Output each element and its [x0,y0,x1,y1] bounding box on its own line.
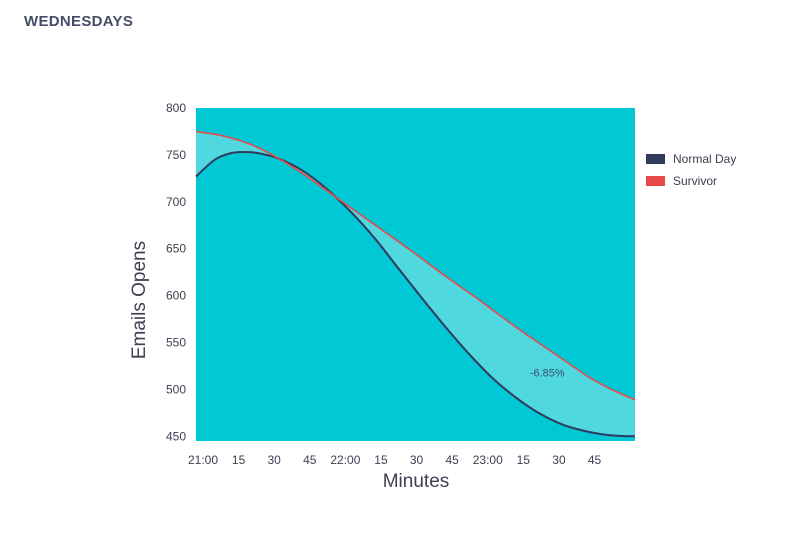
y-axis-ticks: 450 500 550 600 650 700 750 800 [166,101,186,443]
page-title: WEDNESDAYS [24,13,134,30]
y-tick-label: 550 [166,336,186,350]
x-tick-label: 30 [268,453,282,467]
x-tick-label: 30 [552,453,566,467]
legend-swatch [646,154,665,164]
difference-annotation: -6.85% [530,367,565,379]
series-line-normal-day [195,150,636,438]
x-tick-label: 22:00 [330,453,360,467]
x-tick-label: 23:00 [473,453,503,467]
x-tick-label: 45 [588,453,602,467]
difference-area [196,131,635,437]
x-axis-title: Minutes [383,471,450,492]
y-tick-label: 500 [166,382,186,396]
annotations: -6.85% [530,367,565,379]
legend-swatch [646,176,665,186]
x-tick-label: 45 [303,453,317,467]
x-tick-label: 45 [445,453,459,467]
x-tick-label: 30 [410,453,424,467]
legend-label: Survivor [673,174,717,188]
x-tick-label: 15 [232,453,246,467]
legend-label: Normal Day [673,152,736,166]
y-tick-label: 650 [166,242,186,256]
y-tick-label: 750 [166,148,186,162]
series-line-survivor [195,130,636,401]
x-tick-label: 21:00 [188,453,218,467]
y-tick-label: 800 [166,101,186,115]
x-tick-label: 15 [374,453,388,467]
x-tick-label: 15 [517,453,531,467]
x-axis-ticks: 21:00 15 30 45 22:00 15 30 45 23:00 15 30 45 [188,453,602,467]
y-axis-title: Emails Opens [129,241,150,359]
y-tick-label: 450 [166,429,186,443]
legend: Normal Day Survivor [646,152,736,188]
y-tick-label: 700 [166,195,186,209]
y-tick-label: 600 [166,289,186,303]
